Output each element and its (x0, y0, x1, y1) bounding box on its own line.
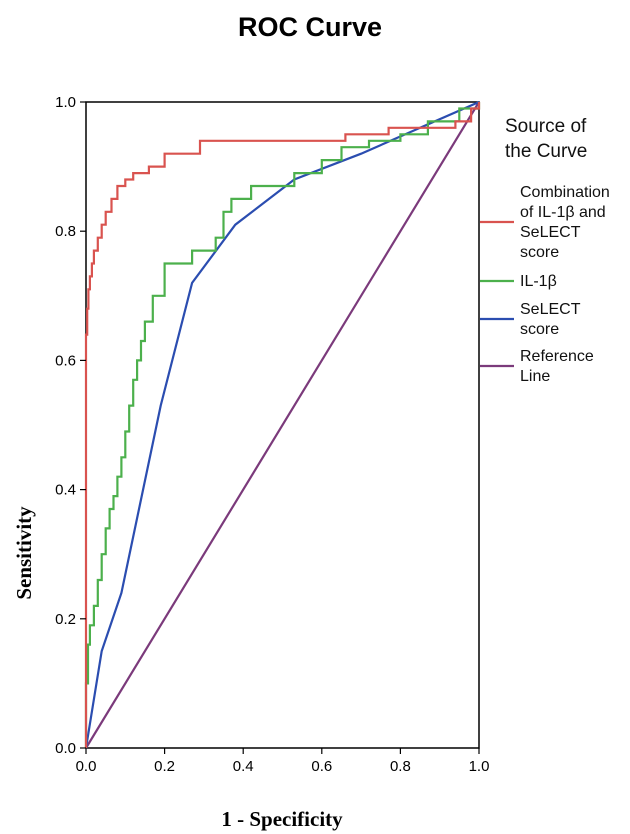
series-line-combination-of-il-1-and-select-score (84, 102, 481, 748)
y-tick-label: 1.0 (55, 94, 76, 111)
legend-label-reference-line: Reference Line (520, 348, 594, 385)
chart-title: ROC Curve (238, 12, 382, 42)
y-axis-title: Sensitivity (12, 506, 36, 600)
x-tick-label: 0.4 (233, 758, 254, 775)
legend-label-select-score: SeLECT score (520, 301, 581, 338)
x-axis-title: 1 - Specificity (221, 807, 343, 831)
y-tick-label: 0.4 (55, 482, 76, 499)
x-tick-label: 0.2 (154, 758, 175, 775)
legend-title-line-2: the Curve (505, 141, 587, 162)
legend-label-il-1: IL-1β (520, 273, 557, 290)
curves-group (84, 100, 481, 749)
legend: Combination of IL-1β and SeLECT score IL-1β S… (480, 184, 610, 385)
y-tick-label: 0.2 (55, 611, 76, 628)
x-tick-label: 0.8 (390, 758, 411, 775)
series-line-reference-line (85, 101, 480, 749)
series-line-il-1 (84, 102, 481, 748)
x-tick-label: 1.0 (469, 758, 490, 775)
legend-title-line-1: Source of (505, 116, 587, 137)
y-tick-label: 0.6 (55, 352, 76, 369)
x-axis-ticks: 0.0 0.2 0.4 0.6 0.8 1.0 (76, 748, 490, 775)
x-tick-label: 0.6 (311, 758, 332, 775)
y-axis-ticks: 0.0 0.2 0.4 0.6 0.8 1.0 (55, 94, 86, 757)
y-tick-label: 0.8 (55, 223, 76, 240)
x-tick-label: 0.0 (76, 758, 97, 775)
legend-label-combination-of-il-1-and-select-score: Combination of IL-1β and SeLECT score (520, 184, 610, 261)
y-tick-label: 0.0 (55, 740, 76, 757)
